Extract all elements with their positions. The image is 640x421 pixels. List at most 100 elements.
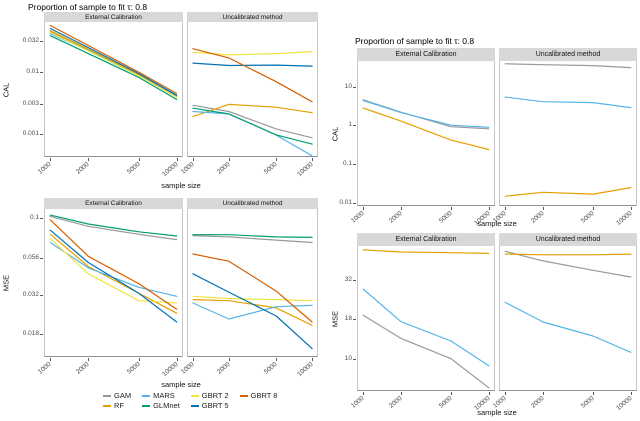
cal-right-x-axis-title: sample size [477, 219, 517, 228]
cal-right-y-tick-mark [353, 203, 356, 205]
mse-left-x-tick-label: 2000 [215, 361, 232, 376]
series-line-gbrt-8 [192, 253, 313, 323]
series-line-light-blue [362, 288, 490, 367]
series-line-gray [362, 314, 490, 389]
cal-left-y-tick-label: 0.01 [26, 68, 39, 76]
cal-left-facet-strip: Uncalibrated method [187, 12, 318, 22]
cal-left-x-tick-mark [88, 158, 90, 161]
cal-left-x-tick-label: 10000 [296, 161, 315, 178]
legend: GAM MARS GBRT 2 GBRT 8 RF GLMnet GBRT 5 [103, 391, 277, 410]
legend-label: RF [114, 401, 124, 410]
mse-left-x-axis-title: sample size [161, 380, 201, 389]
cal-right-facet-strip-label: Uncalibrated method [535, 51, 601, 58]
cal-left-x-tick-mark [192, 158, 194, 161]
cal-left-x-tick-label: 5000 [263, 161, 279, 176]
cal-left-y-tick-label: 0.003 [22, 100, 39, 108]
cal-left-x-tick-label: 1000 [37, 161, 53, 176]
series-line-gam [49, 215, 178, 241]
series-line-gbrt-8 [49, 219, 178, 310]
series-line-gam [192, 235, 313, 244]
cal-right-y-tick-label: 0.01 [339, 199, 352, 207]
legend-label: GAM [114, 391, 132, 400]
cal-left-x-tick-label: 2000 [75, 161, 91, 176]
mse-right-y-tick-label: 32 [344, 276, 352, 284]
mse-right-x-tick-mark [450, 392, 452, 395]
legend-key-icon [103, 404, 111, 407]
mse-left-y-tick-mark [40, 295, 43, 297]
cal-left-plot-area [192, 48, 313, 157]
legend-spacer [240, 401, 278, 410]
series-line-orange [504, 186, 632, 197]
series-line-gbrt-5 [192, 273, 313, 350]
series-line-gbrt-2 [192, 295, 313, 302]
cal-left-x-tick-mark [228, 158, 230, 161]
series-line-glmnet [192, 107, 313, 145]
series-line-rf [49, 233, 178, 314]
series-line-gbrt-5 [192, 62, 313, 67]
mse-left-x-tick-label: 5000 [263, 361, 279, 376]
mse-right-x-tick-mark [543, 392, 544, 395]
mse-left-facet-strip: Uncalibrated method [187, 198, 318, 209]
cal-right-x-tick-mark [450, 207, 452, 210]
mse-left-plot-area [49, 214, 178, 323]
mse-left-x-tick-mark [138, 358, 140, 361]
cal-left-y-tick-mark [40, 72, 43, 74]
mse-left-y-tick-label: 0.018 [22, 330, 39, 338]
mse-left-facet-strip-label: Uncalibrated method [222, 200, 283, 207]
cal-right-x-tick-mark [505, 207, 507, 210]
cal-right-y-tick-mark [353, 125, 356, 127]
legend-item-gbrt-2: GBRT 2 [190, 391, 229, 400]
legend-item-mars: MARS [142, 391, 180, 400]
cal-right-y-tick-label: 1 [348, 121, 352, 129]
series-line-glmnet [49, 35, 178, 101]
series-line-light-blue [504, 96, 632, 109]
mse-left-x-tick-mark [88, 358, 90, 361]
mse-left-facet-strip-label: External Calibration [85, 200, 142, 207]
cal-left-x-tick-label: 2000 [215, 161, 232, 176]
mse-left-x-tick-label: 1000 [37, 361, 53, 376]
mse-left-x-tick-mark [312, 358, 314, 361]
legend-label: GBRT 8 [250, 391, 278, 400]
mse-right-panel [499, 246, 637, 391]
mse-right-facet-strip-label: External Calibration [395, 236, 457, 243]
cal-right-plot-area [362, 99, 490, 151]
series-line-gbrt-2 [49, 31, 178, 98]
mse-right-x-tick-mark [488, 392, 490, 395]
series-line-orange [362, 107, 490, 151]
mse-left-panel [187, 209, 318, 357]
mse-right-facet-strip: External Calibration [357, 233, 495, 246]
series-line-light-blue [362, 99, 490, 128]
mse-right-facet-strip: Uncalibrated method [499, 233, 637, 246]
legend-key-icon [190, 404, 199, 407]
legend-key-icon [103, 394, 111, 397]
mse-left-x-tick-mark [50, 358, 52, 361]
left-chart-title: Proportion of sample to fit τ: 0.8 [28, 2, 148, 12]
mse-left-y-tick-label: 0.1 [29, 214, 39, 222]
series-line-gbrt-5 [49, 27, 178, 96]
cal-left-x-axis-title: sample size [161, 181, 201, 190]
mse-right-y-tick-mark [353, 280, 356, 282]
cal-left-y-tick-mark [40, 133, 43, 135]
mse-left-x-tick-mark [176, 358, 178, 361]
cal-right-x-tick-mark [543, 207, 544, 210]
cal-left-x-tick-mark [312, 158, 314, 161]
mse-right-x-tick-mark [505, 392, 507, 395]
mse-right-plot-area [504, 250, 632, 353]
legend-key-icon [239, 394, 248, 397]
mse-left-x-tick-label: 5000 [125, 361, 142, 376]
mse-right-y-tick-mark [353, 358, 356, 360]
legend-item-rf: RF [103, 401, 131, 410]
mse-right-y-tick-label: 10 [344, 354, 352, 362]
cal-right-panel [499, 61, 637, 206]
cal-left-x-tick-mark [276, 158, 278, 161]
cal-right-y-tick-mark [353, 86, 356, 88]
cal-left-plot-area [49, 24, 178, 101]
mse-left-x-tick-label: 2000 [75, 361, 91, 376]
mse-right-y-tick-label: 18 [344, 314, 352, 322]
series-line-rf [49, 30, 178, 97]
cal-left-y-tick-mark [40, 104, 43, 106]
series-line-gam [192, 104, 313, 139]
cal-left-panel [187, 22, 318, 157]
mse-right-x-tick-mark [630, 392, 632, 395]
cal-right-y-tick-label: 10 [344, 82, 352, 90]
